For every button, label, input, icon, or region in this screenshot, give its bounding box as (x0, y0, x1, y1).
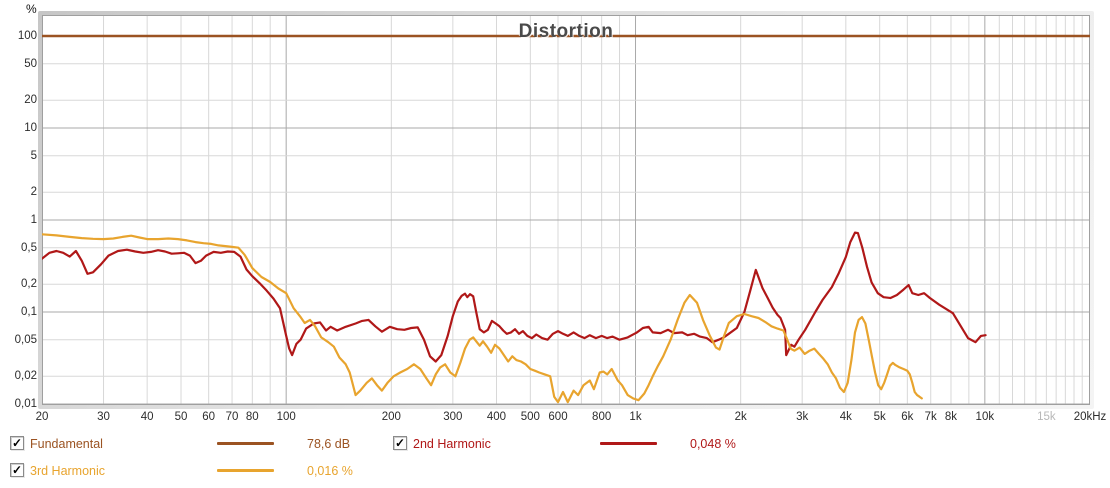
y-tick-label: 20 (24, 94, 37, 107)
2nd-harmonic-line-swatch (600, 442, 657, 445)
fundamental-checkbox[interactable]: ✓ (10, 436, 24, 450)
y-tick-label: 0,1 (21, 306, 37, 318)
x-tick-label: 15k (1037, 411, 1056, 423)
x-tick-label: 4k (839, 411, 852, 423)
3rd-harmonic-label: 3rd Harmonic (30, 464, 106, 478)
x-tick-label: 20kHz (1073, 411, 1107, 423)
y-tick-label: 50 (24, 57, 37, 70)
checkmark-icon: ✓ (11, 463, 23, 477)
series-line-2nd-harmonic (42, 231, 987, 363)
x-tick-label: 800 (592, 411, 612, 423)
x-tick-label: 20 (35, 411, 49, 423)
x-tick-label: 200 (381, 411, 401, 423)
plot-border (42, 15, 1090, 405)
3rd-harmonic-distortion-value: 0,016 % (307, 464, 353, 478)
series-line-3rd-harmonic (42, 233, 923, 404)
x-tick-label: 3k (796, 411, 809, 423)
x-tick-label: 1k (629, 411, 642, 423)
3rd-harmonic-line-swatch (217, 469, 274, 472)
fundamental-line-swatch (217, 442, 274, 445)
plot-area: Distortion (42, 15, 1090, 405)
checkmark-icon: ✓ (394, 436, 406, 450)
x-tick-label: 400 (486, 411, 507, 423)
x-tick-label: 600 (548, 411, 568, 423)
plot-canvas (42, 15, 1090, 405)
x-tick-label: 7k (924, 411, 937, 423)
x-tick-label: 500 (520, 411, 540, 423)
y-tick-label: 0,5 (21, 241, 37, 254)
x-tick-label: 70 (225, 411, 239, 423)
x-tick-label: 300 (443, 411, 463, 423)
x-tick-label: 5k (873, 411, 886, 423)
x-tick-label: 8k (944, 411, 958, 423)
2nd-harmonic-checkbox[interactable]: ✓ (393, 436, 407, 450)
y-tick-label: 10 (24, 122, 37, 134)
x-tick-label: 80 (245, 411, 259, 423)
y-axis-unit-label: % (26, 2, 37, 16)
y-tick-label: 2 (30, 186, 37, 199)
fundamental-label: Fundamental (30, 437, 103, 451)
y-tick-label: 0,01 (14, 398, 37, 410)
x-tick-label: 50 (174, 411, 188, 423)
y-tick-label: 1 (30, 214, 37, 226)
y-tick-label: 100 (17, 30, 37, 42)
y-tick-label: 0,02 (14, 370, 37, 383)
y-tick-label: 0,2 (21, 278, 37, 291)
3rd-harmonic-checkbox[interactable]: ✓ (10, 463, 24, 477)
2nd-harmonic-label: 2nd Harmonic (413, 437, 491, 451)
2nd-harmonic-distortion-value: 0,048 % (690, 437, 736, 451)
fundamental-level-value: 78,6 dB (307, 437, 351, 451)
y-tick-label: 0,05 (14, 333, 37, 346)
x-tick-label: 100 (276, 411, 296, 423)
x-tick-label: 6k (901, 411, 914, 423)
x-tick-label: 2k (734, 411, 747, 423)
x-tick-label: 40 (140, 411, 154, 423)
x-tick-label: 30 (97, 411, 110, 423)
x-tick-label: 60 (202, 411, 216, 423)
checkmark-icon: ✓ (11, 436, 23, 450)
y-tick-label: 5 (30, 149, 37, 162)
x-tick-label: 10k (975, 411, 995, 423)
